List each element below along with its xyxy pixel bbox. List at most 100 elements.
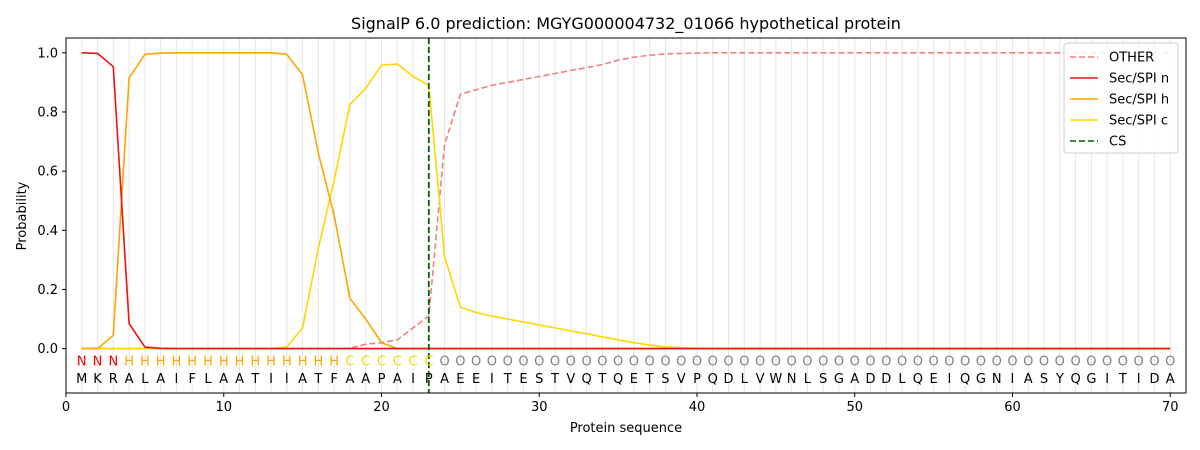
sequence-residue: L <box>141 372 149 387</box>
sequence-residue: D <box>724 372 734 387</box>
x-tick-label: 0 <box>62 400 70 415</box>
sequence-residue: A <box>298 372 307 387</box>
region-label: O <box>692 354 702 369</box>
sequence-residue: T <box>645 372 654 387</box>
sequence-residue: F <box>330 372 337 387</box>
sequence-residue: A <box>393 372 402 387</box>
region-label: C <box>409 354 418 369</box>
axes: 0 10 20 30 40 50 60 70 0.0 0.2 0.4 0.6 0.8 1.0 <box>37 46 1178 415</box>
region-label: O <box>960 354 970 369</box>
region-label: O <box>1134 354 1144 369</box>
region-label: C <box>361 354 370 369</box>
region-label: O <box>850 354 860 369</box>
sequence-residue: S <box>661 372 669 387</box>
region-label: O <box>802 354 812 369</box>
region-label: N <box>77 354 87 369</box>
sequence-residue: K <box>93 372 102 387</box>
x-axis-label: Protein sequence <box>570 421 682 436</box>
x-tick-label: 40 <box>689 400 706 415</box>
sequence-residue: Q <box>613 372 623 387</box>
region-label: N <box>93 354 103 369</box>
sequence-residue: T <box>550 372 559 387</box>
sequence-residue: E <box>472 372 480 387</box>
series-line-other <box>81 51 1171 350</box>
region-label: H <box>298 354 308 369</box>
sequence-residue: L <box>741 372 749 387</box>
y-axis-label: Probability <box>15 181 30 250</box>
region-label: O <box>566 354 576 369</box>
sequence-residue: S <box>535 372 543 387</box>
sequence-residue: A <box>1166 372 1175 387</box>
sequence-residue: T <box>597 372 606 387</box>
sequence-residue: L <box>204 372 212 387</box>
region-label: O <box>992 354 1002 369</box>
sequence-residue: E <box>630 372 638 387</box>
region-label: O <box>1023 354 1033 369</box>
region-label: H <box>314 354 324 369</box>
series-line-sec-spi-h <box>81 51 1171 350</box>
x-tick-label: 70 <box>1162 400 1179 415</box>
region-label: H <box>187 354 197 369</box>
region-label: H <box>124 354 134 369</box>
region-label: O <box>439 354 449 369</box>
region-label: O <box>1102 354 1112 369</box>
x-tick-label: 20 <box>373 400 390 415</box>
sequence-residue: E <box>929 372 937 387</box>
region-label: O <box>928 354 938 369</box>
region-label: C <box>345 354 354 369</box>
sequence-residue: Q <box>581 372 591 387</box>
sequence-residue: A <box>125 372 134 387</box>
sequence-residue: N <box>992 372 1002 387</box>
region-label: O <box>897 354 907 369</box>
legend: OTHER Sec/SPI n Sec/SPI h Sec/SPI c CS <box>1063 42 1179 154</box>
region-label: O <box>629 354 639 369</box>
legend-label: Sec/SPI h <box>1109 93 1169 108</box>
region-label: O <box>550 354 560 369</box>
sequence-residue: W <box>769 372 782 387</box>
series-line-sec-spi-n <box>81 52 1171 350</box>
y-tick-label: 0.2 <box>37 283 58 298</box>
y-tick-label: 0.8 <box>37 105 58 120</box>
sequence-residue: I <box>947 372 951 387</box>
region-label: O <box>1118 354 1128 369</box>
sequence-residue: A <box>156 372 165 387</box>
sequence-residue: Q <box>913 372 923 387</box>
region-label: O <box>976 354 986 369</box>
sequence-residue: V <box>566 372 575 387</box>
sequence-residue: A <box>361 372 370 387</box>
sequence-residue: V <box>756 372 765 387</box>
region-label: O <box>865 354 875 369</box>
region-label: O <box>1165 354 1175 369</box>
sequence-residue: D <box>1149 372 1159 387</box>
sequence-residue: A <box>440 372 449 387</box>
region-label: O <box>487 354 497 369</box>
region-label: O <box>1070 354 1080 369</box>
region-label: H <box>172 354 182 369</box>
region-label: O <box>708 354 718 369</box>
sequence-residue: L <box>804 372 812 387</box>
sequence-residue: G <box>834 372 844 387</box>
region-label: C <box>424 354 433 369</box>
y-tick-label: 0.0 <box>37 342 58 357</box>
sequence-residue: A <box>850 372 859 387</box>
plot-frame <box>65 37 1187 394</box>
sequence-residue: T <box>250 372 259 387</box>
sequence-residue: E <box>519 372 527 387</box>
x-tick-label: 50 <box>846 400 863 415</box>
region-label: O <box>881 354 891 369</box>
y-tick-label: 0.6 <box>37 165 58 180</box>
region-label: H <box>156 354 166 369</box>
sequence-residue: F <box>188 372 195 387</box>
region-label: O <box>1086 354 1096 369</box>
sequence-residue: A <box>219 372 228 387</box>
sequence-residue: S <box>819 372 827 387</box>
sequence-residue: D <box>865 372 875 387</box>
sequence-residue: N <box>787 372 797 387</box>
sequence-residue: G <box>976 372 986 387</box>
legend-label: Sec/SPI n <box>1109 72 1169 87</box>
sequence-residue: I <box>1011 372 1015 387</box>
sequence-residue: T <box>1118 372 1127 387</box>
region-label: C <box>393 354 402 369</box>
sequence-residue: Q <box>708 372 718 387</box>
